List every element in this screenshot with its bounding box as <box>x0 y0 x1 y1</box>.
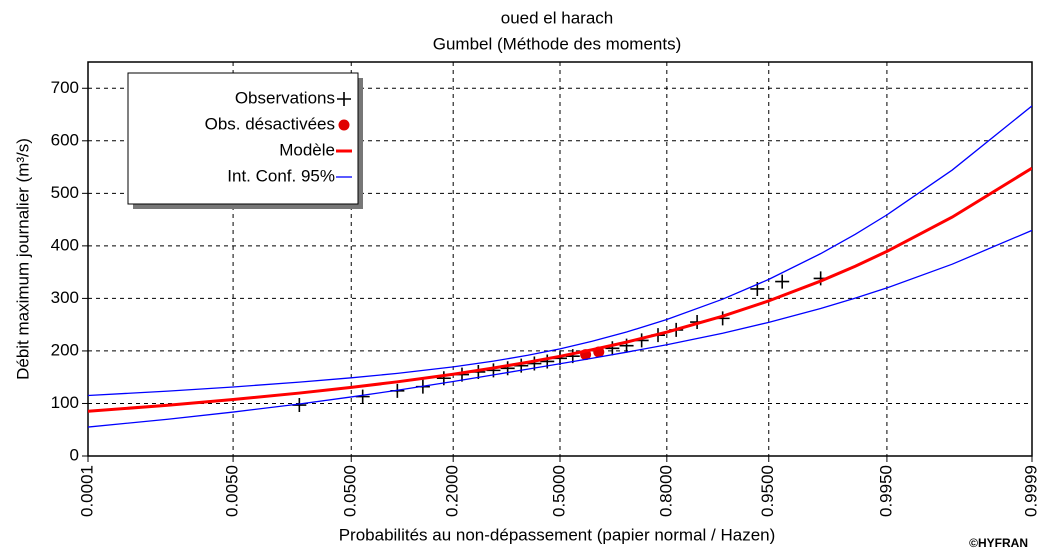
y-tick-label: 100 <box>51 393 79 412</box>
observation <box>565 349 580 364</box>
chart-title: oued el harach <box>501 8 613 27</box>
chart-subtitle: Gumbel (Méthode des moments) <box>433 34 682 53</box>
y-tick-label: 700 <box>51 78 79 97</box>
plot-frame <box>87 61 1033 457</box>
model-line <box>88 166 1032 413</box>
legend-box <box>127 72 359 205</box>
legend-label: Obs. désactivées <box>205 114 335 133</box>
x-tick-label: 0.0500 <box>341 465 360 517</box>
x-axis-label: Probabilités au non-dépassement (papier … <box>339 525 776 544</box>
observation <box>775 274 790 289</box>
y-tick-label: 600 <box>51 130 79 149</box>
observation <box>605 341 620 356</box>
x-tick-label: 0.9999 <box>1021 465 1040 517</box>
legend-label: Observations <box>235 88 335 107</box>
credit: ©HYFRAN <box>969 536 1028 550</box>
legend-label: Modèle <box>279 140 335 159</box>
legend: Observations Obs. désactivées Modèle Int. C… <box>127 72 363 209</box>
legend-label: Int. Conf. 95% <box>227 166 335 185</box>
legend-marker <box>338 119 350 131</box>
x-tick-label: 0.2000 <box>443 465 462 517</box>
plot-area <box>82 61 1033 462</box>
y-tick-label: 500 <box>51 183 79 202</box>
y-axis-label: Débit maximum journalier (m³/s) <box>13 138 32 380</box>
x-tick-label: 0.0050 <box>223 465 242 517</box>
x-tick-label: 0.0001 <box>77 465 96 517</box>
observation <box>355 389 370 404</box>
x-tick-label: 0.9500 <box>758 465 777 517</box>
y-tick-label: 200 <box>51 340 79 359</box>
ci-lower <box>88 229 1032 428</box>
x-tick-label: 0.8000 <box>656 465 675 517</box>
y-tick-label: 0 <box>70 445 79 464</box>
x-tick-label: 0.9950 <box>876 465 895 517</box>
legend-marker <box>337 92 351 106</box>
ci-upper <box>88 105 1032 397</box>
x-tick-label: 0.5000 <box>549 465 568 517</box>
marks <box>88 105 1032 428</box>
y-tick-label: 400 <box>51 235 79 254</box>
y-tick-label: 300 <box>51 288 79 307</box>
